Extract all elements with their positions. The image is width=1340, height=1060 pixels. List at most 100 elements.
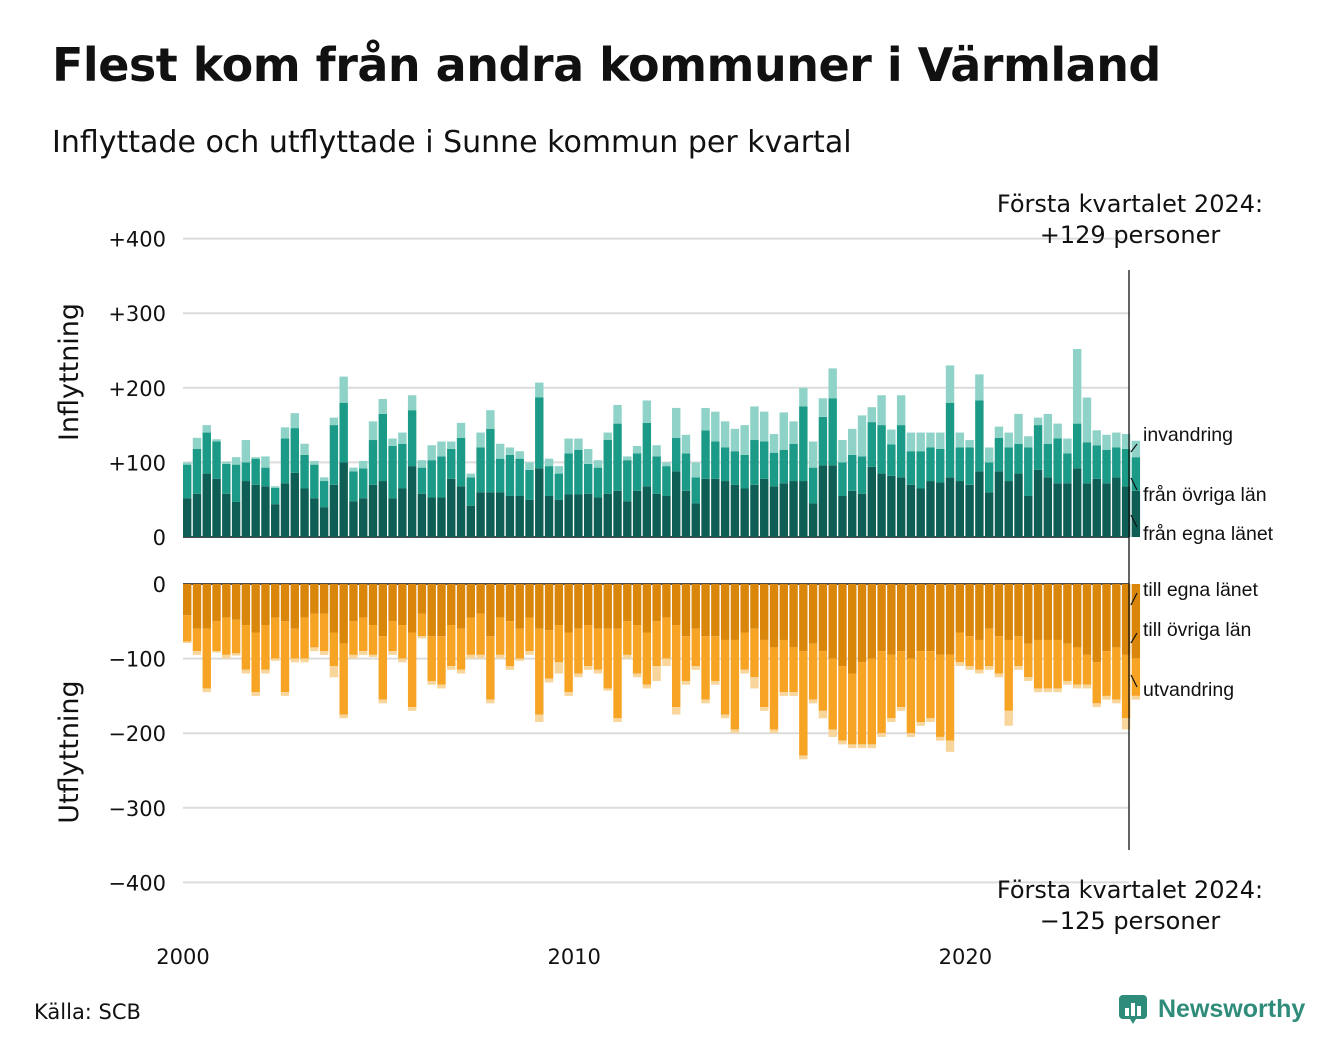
bar-in-other [261, 467, 270, 487]
bar-in-other [466, 477, 476, 506]
bar-out-other [848, 673, 857, 745]
bar-out-emi [994, 673, 1004, 678]
bar-out-own [183, 584, 192, 616]
bar-out-own [926, 584, 935, 652]
bar-out-emi [574, 673, 583, 678]
bar-out-other [261, 625, 270, 670]
bar-in-imm [955, 432, 965, 448]
bar-in-other [437, 456, 446, 498]
x-ticks: 2000 2010 2020 [156, 945, 992, 969]
bar-out-other [339, 643, 348, 715]
bar-in-imm [574, 438, 583, 450]
bar-out-emi [476, 654, 485, 659]
bar-out-other [1092, 662, 1101, 704]
bar-in-imm [789, 421, 798, 444]
annotation-bottom-line2: −125 personer [1040, 907, 1221, 935]
bar-out-emi [593, 669, 603, 674]
bar-out-own [769, 584, 779, 648]
bar-out-own [222, 584, 231, 618]
bar-out-own [681, 584, 691, 637]
bar-out-own [1063, 584, 1072, 644]
bar-out-emi [486, 699, 495, 704]
bar-in-own [1063, 483, 1072, 537]
bar-in-imm [701, 407, 710, 431]
bar-out-emi [398, 658, 407, 663]
bar-in-other [280, 438, 290, 484]
bar-in-own [965, 484, 974, 537]
bar-out-other [437, 636, 446, 685]
bar-in-imm [613, 404, 622, 424]
bar-in-other [359, 468, 368, 499]
bar-in-own [857, 493, 867, 537]
x-tick-label: 2020 [939, 945, 992, 969]
bar-in-other [613, 423, 622, 491]
bar-out-other [955, 632, 965, 663]
bar-in-imm [349, 467, 358, 472]
bar-in-other [554, 473, 564, 500]
inflow-y-ticks: 0 +100 +200 +300 +400 [108, 228, 166, 550]
bar-out-emi [848, 744, 857, 749]
bar-in-own [896, 477, 906, 537]
bar-out-own [613, 584, 622, 629]
bar-in-imm [280, 427, 290, 439]
bar-in-other [701, 430, 710, 479]
bar-in-imm [965, 440, 974, 448]
bar-in-own [310, 498, 319, 537]
bar-out-other [378, 636, 387, 700]
bar-in-imm [691, 462, 700, 478]
bar-out-own [544, 584, 554, 631]
bar-out-other [583, 625, 593, 667]
bar-in-own [1072, 468, 1082, 537]
bar-out-other [808, 643, 818, 700]
bar-in-imm [1033, 417, 1043, 426]
bar-in-own [828, 465, 837, 537]
bar-in-other [183, 464, 192, 499]
bar-out-other [515, 628, 524, 659]
bar-in-other [407, 410, 417, 467]
bar-out-emi [945, 740, 955, 752]
bar-in-other [828, 398, 837, 466]
bar-in-other [564, 453, 573, 495]
bar-in-own [495, 492, 505, 537]
bar-out-emi [231, 653, 241, 656]
bar-in-imm [388, 438, 397, 446]
bar-out-emi [672, 707, 681, 715]
bar-in-other [945, 402, 955, 478]
bar-in-other [574, 449, 583, 495]
series-label-fran-egna-lanet: från egna länet [1143, 523, 1274, 545]
bar-in-imm [662, 462, 671, 467]
bar-out-emi [339, 714, 348, 719]
bar-out-own [437, 584, 446, 637]
bar-out-emi [202, 688, 211, 693]
bar-in-imm [515, 451, 524, 459]
bar-in-imm [906, 432, 916, 452]
bar-out-other [642, 632, 652, 685]
bar-out-own [603, 584, 612, 629]
bar-in-other [329, 425, 339, 485]
bar-in-own [994, 471, 1004, 537]
bar-in-own [407, 466, 417, 537]
bar-in-imm [1131, 440, 1141, 458]
bar-out-emi [407, 707, 417, 711]
bar-out-own [779, 584, 788, 640]
bar-in-other [535, 397, 544, 469]
bar-in-other [681, 453, 691, 491]
bar-in-own [261, 486, 270, 537]
bar-out-own [564, 584, 573, 633]
bar-in-own [1102, 483, 1111, 537]
bar-in-own [955, 481, 965, 537]
brand-logo[interactable]: Newsworthy [1118, 994, 1305, 1024]
bar-out-own [388, 584, 397, 622]
bar-out-other [202, 628, 211, 689]
bar-out-other [652, 621, 661, 667]
bar-out-other [407, 632, 417, 708]
bar-out-emi [662, 658, 671, 667]
bar-in-imm [945, 365, 955, 403]
bar-out-other [613, 628, 622, 719]
y-tick-label: 0 [153, 573, 166, 597]
bar-out-own [505, 584, 515, 622]
bar-out-emi [495, 654, 505, 659]
bar-out-own [848, 584, 857, 674]
bar-in-own [848, 490, 857, 537]
bar-in-other [447, 448, 456, 479]
